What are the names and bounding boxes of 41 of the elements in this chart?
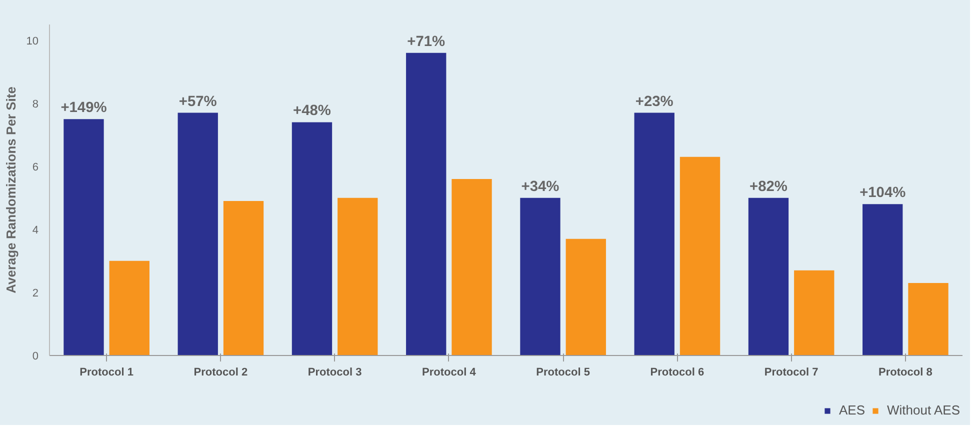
x-tick-label: Protocol 5 (536, 366, 590, 378)
x-tick-label: Protocol 2 (194, 366, 248, 378)
x-tick-label: Protocol 7 (764, 366, 818, 378)
y-axis-title: Average Randomizations Per Site (3, 86, 18, 294)
annotation: +71% (407, 34, 446, 50)
bar (109, 260, 150, 356)
bar (634, 112, 674, 356)
annotation: +149% (60, 100, 107, 116)
bar (908, 282, 948, 356)
legend-label: Without AES (887, 402, 960, 418)
x-tick-label: Protocol 4 (422, 366, 477, 378)
bar (406, 52, 446, 356)
annotation: +82% (750, 178, 788, 195)
bar (292, 122, 332, 356)
bar (566, 238, 606, 356)
y-tick-label: 2 (32, 287, 39, 300)
legend-label: AES (839, 402, 866, 418)
annotation: +104% (860, 185, 906, 202)
bar (520, 198, 560, 356)
x-tick-label: Protocol 8 (878, 366, 932, 378)
y-tick-label: 6 (32, 161, 39, 174)
bar (223, 201, 264, 356)
bar (452, 178, 492, 356)
annotation: +23% (635, 94, 674, 110)
bar (680, 156, 720, 356)
bar (338, 198, 378, 356)
annotation: +57% (178, 94, 217, 110)
bar (794, 270, 834, 356)
y-tick-label: 4 (32, 224, 39, 236)
annotation: +34% (521, 178, 560, 195)
bar (748, 198, 789, 356)
bar (64, 119, 104, 356)
bar (178, 112, 218, 356)
y-tick-label: 0 (32, 350, 39, 362)
x-tick-label: Protocol 6 (650, 366, 704, 378)
y-tick-label: 8 (32, 98, 39, 110)
y-tick-label: 10 (26, 35, 39, 48)
bar (862, 204, 903, 356)
x-tick-label: Protocol 1 (80, 366, 134, 378)
annotation: +48% (293, 103, 331, 120)
x-tick-label: Protocol 3 (308, 366, 362, 378)
